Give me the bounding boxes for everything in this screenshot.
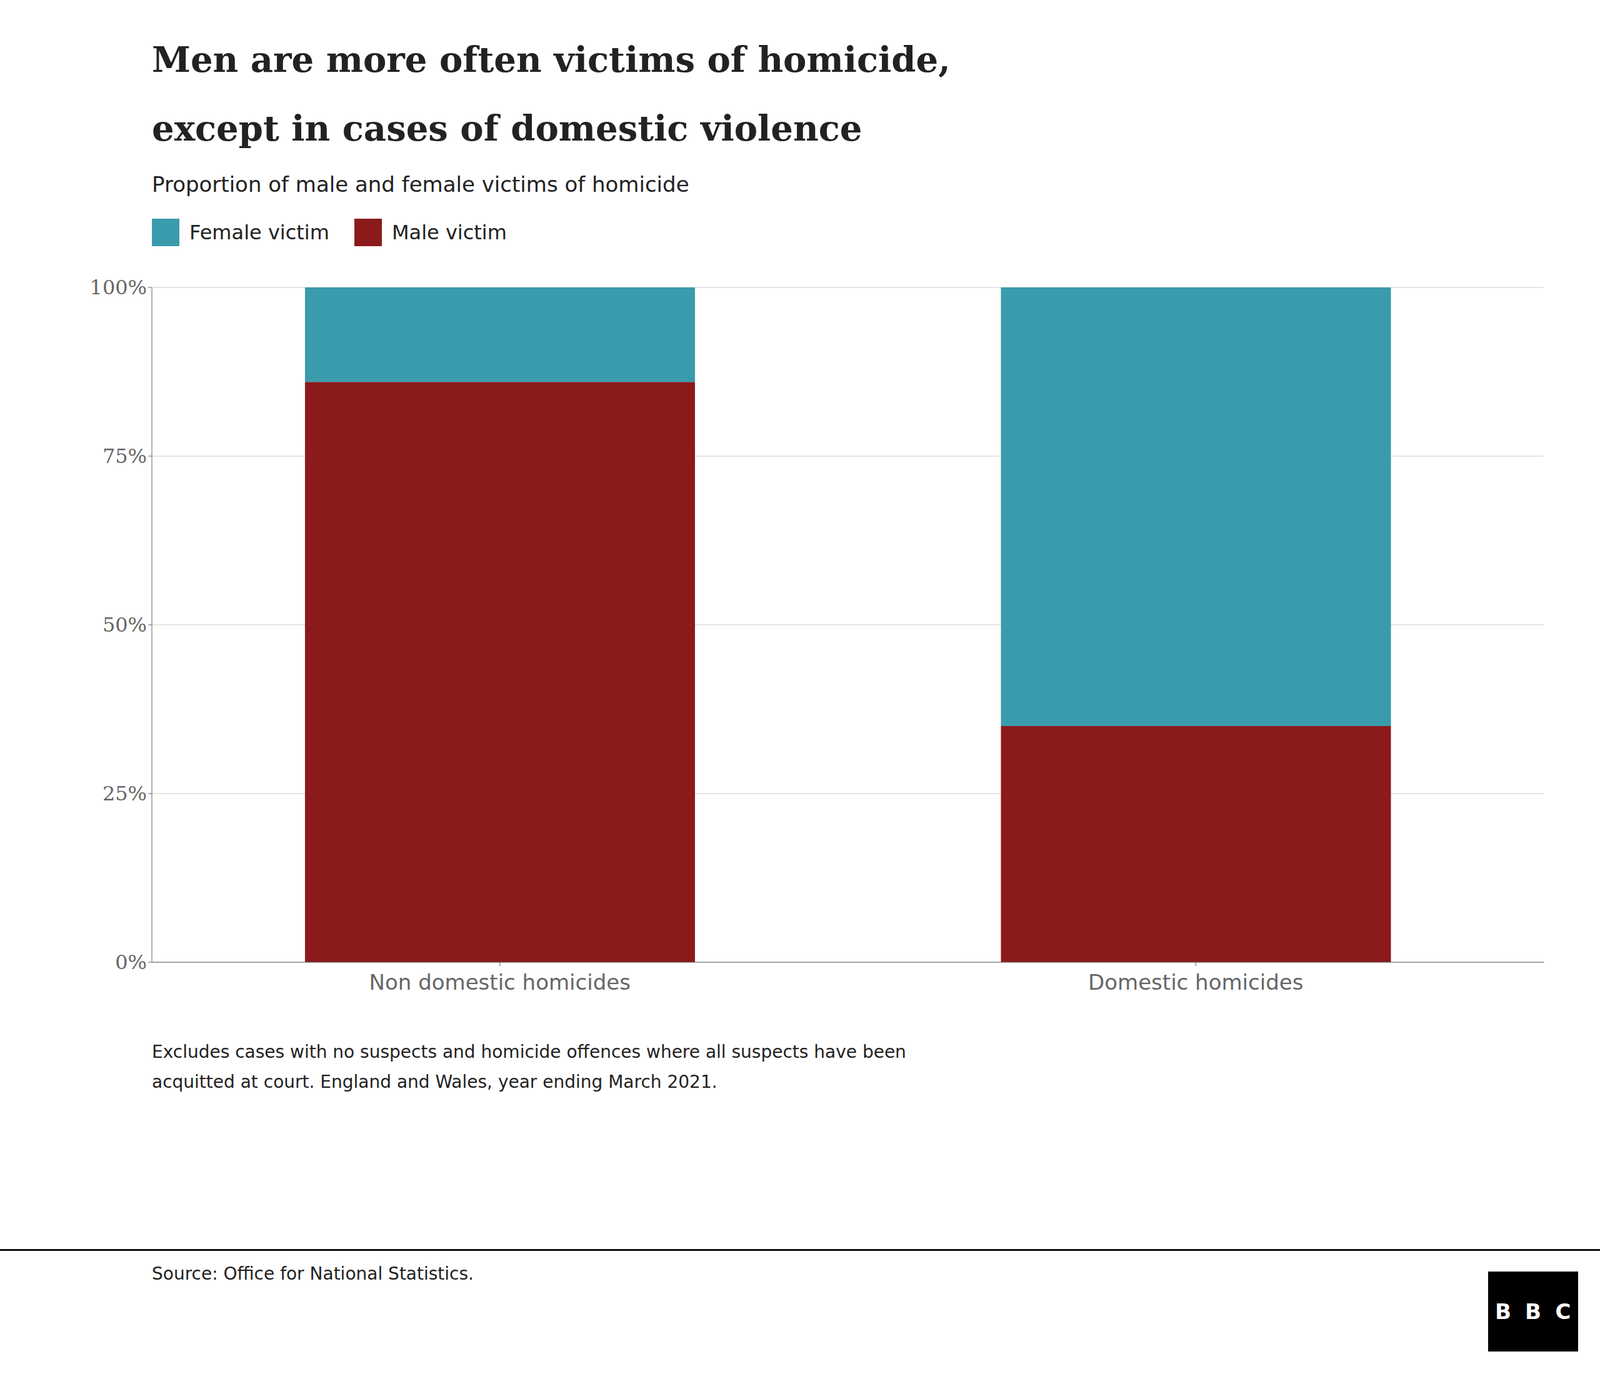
html-text:except in cases of domestic vi: except in cases of domestic violence (151, 107, 863, 149)
html-text:B: B (1525, 1299, 1542, 1325)
html-text:Excludes cases with no suspect: Excludes cases with no suspects and homi… (151, 1041, 907, 1063)
svg-text:50%: 50% (102, 613, 147, 637)
svg-text:0%: 0% (115, 950, 147, 975)
html-text:Male victim: Male victim (391, 220, 507, 245)
svg-text:Non domestic homicides: Non domestic homicides (369, 970, 631, 995)
html-text:Female victim: Female victim (189, 220, 330, 245)
svg-text:Domestic homicides: Domestic homicides (1088, 970, 1304, 995)
html-text:B: B (1495, 1299, 1512, 1325)
html-text:acquitted at court. England an: acquitted at court. England and Wales, y… (151, 1071, 718, 1093)
html-text:C: C (1555, 1299, 1571, 1325)
svg-text:75%: 75% (102, 444, 147, 469)
html-text:Men are more often victims of: Men are more often victims of homicide, (151, 38, 951, 80)
html-text:Source: Office for National St: Source: Office for National Statistics. (151, 1263, 474, 1285)
svg-text:100%: 100% (90, 275, 147, 300)
html-text:Proportion of male and female: Proportion of male and female victims of… (151, 171, 690, 197)
svg-text:25%: 25% (102, 781, 147, 806)
